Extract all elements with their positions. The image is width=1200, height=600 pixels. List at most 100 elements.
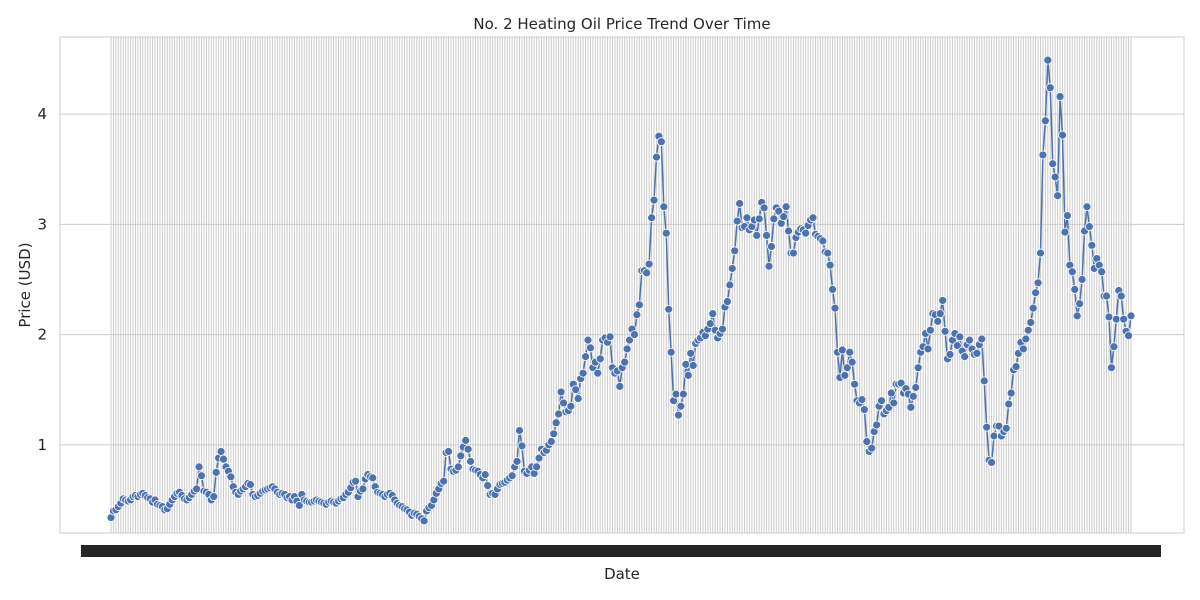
data-point bbox=[859, 405, 869, 414]
data-point bbox=[727, 264, 737, 273]
data-point bbox=[1038, 150, 1048, 160]
data-point bbox=[754, 214, 764, 224]
data-point bbox=[194, 462, 204, 472]
data-point bbox=[683, 370, 693, 380]
data-point bbox=[725, 280, 735, 290]
data-point bbox=[556, 387, 566, 397]
data-point bbox=[583, 335, 593, 345]
data-point bbox=[730, 246, 740, 256]
data-point bbox=[1109, 342, 1119, 352]
data-point bbox=[801, 228, 811, 238]
data-point bbox=[534, 453, 544, 463]
data-point bbox=[209, 492, 219, 502]
data-point bbox=[837, 345, 847, 355]
data-point bbox=[246, 480, 255, 489]
data-point bbox=[850, 379, 859, 389]
data-point bbox=[517, 441, 527, 451]
data-point bbox=[644, 259, 654, 269]
x-tick-label-overlap bbox=[81, 545, 1161, 557]
data-point bbox=[554, 409, 564, 419]
data-point bbox=[581, 352, 590, 362]
data-point bbox=[1111, 314, 1121, 324]
data-point bbox=[625, 335, 634, 345]
data-point bbox=[926, 325, 935, 335]
x-axis-label: Date bbox=[604, 565, 640, 583]
data-point bbox=[688, 361, 698, 370]
data-point bbox=[828, 285, 837, 294]
data-point bbox=[952, 341, 962, 351]
data-point bbox=[779, 212, 789, 222]
data-point bbox=[615, 381, 625, 391]
data-point bbox=[845, 347, 855, 357]
data-point bbox=[1045, 83, 1055, 93]
data-point bbox=[1072, 311, 1082, 321]
data-point bbox=[1058, 130, 1067, 140]
data-point bbox=[1119, 314, 1129, 324]
data-point bbox=[1126, 311, 1136, 321]
chart-title: No. 2 Heating Oil Price Trend Over Time bbox=[473, 15, 770, 33]
data-point bbox=[652, 152, 661, 162]
data-point bbox=[913, 363, 923, 373]
data-point bbox=[1036, 248, 1045, 258]
data-point bbox=[1006, 388, 1016, 398]
data-point bbox=[840, 370, 850, 380]
data-point bbox=[1077, 275, 1087, 284]
data-point bbox=[666, 347, 676, 357]
data-point bbox=[507, 471, 517, 481]
data-point bbox=[546, 437, 556, 446]
data-point bbox=[647, 213, 656, 223]
data-point bbox=[705, 319, 715, 328]
data-point bbox=[808, 213, 818, 223]
data-point bbox=[911, 383, 921, 392]
data-point bbox=[226, 472, 236, 482]
data-point bbox=[656, 137, 666, 147]
data-point bbox=[1082, 202, 1092, 212]
data-point bbox=[977, 334, 987, 344]
data-point bbox=[982, 422, 992, 432]
data-point bbox=[661, 228, 671, 238]
data-point bbox=[708, 309, 718, 319]
data-point bbox=[774, 206, 784, 216]
y-tick-label: 4 bbox=[37, 105, 47, 123]
data-point bbox=[419, 516, 429, 526]
data-point bbox=[659, 202, 669, 212]
data-point bbox=[906, 402, 916, 412]
data-point bbox=[559, 398, 568, 408]
data-point bbox=[965, 335, 974, 345]
data-point bbox=[940, 326, 950, 336]
data-point bbox=[877, 396, 886, 406]
data-point bbox=[1026, 318, 1036, 327]
data-point bbox=[630, 330, 639, 340]
data-point bbox=[566, 401, 576, 411]
data-point bbox=[1102, 291, 1111, 301]
data-point bbox=[769, 214, 779, 224]
data-point bbox=[764, 261, 774, 271]
data-point bbox=[789, 248, 798, 258]
data-point bbox=[351, 476, 361, 486]
data-point bbox=[671, 389, 681, 399]
data-point bbox=[593, 368, 603, 378]
data-point bbox=[1060, 227, 1070, 237]
data-point bbox=[830, 303, 840, 313]
data-point bbox=[1040, 116, 1050, 126]
data-point bbox=[1124, 331, 1133, 341]
data-point bbox=[1028, 303, 1038, 313]
data-point bbox=[456, 451, 466, 461]
data-point bbox=[889, 398, 899, 408]
data-point bbox=[1048, 159, 1058, 169]
data-point bbox=[987, 458, 996, 467]
data-point bbox=[211, 467, 221, 477]
data-point bbox=[512, 456, 522, 466]
data-point bbox=[549, 429, 559, 439]
data-point bbox=[676, 401, 686, 411]
data-point bbox=[578, 368, 588, 378]
data-point bbox=[681, 359, 691, 369]
data-point bbox=[192, 484, 202, 494]
data-point bbox=[872, 420, 882, 430]
data-point bbox=[825, 260, 835, 270]
data-point bbox=[933, 316, 943, 326]
data-point bbox=[1097, 267, 1107, 277]
data-point bbox=[818, 236, 828, 246]
data-point bbox=[989, 431, 999, 441]
